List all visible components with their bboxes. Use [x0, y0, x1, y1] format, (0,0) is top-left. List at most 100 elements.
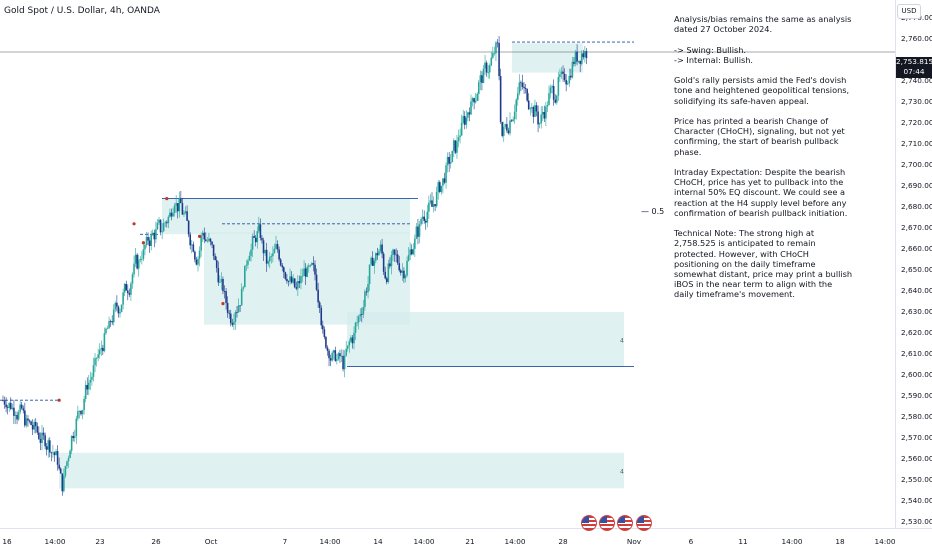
candle-body	[325, 336, 327, 348]
zone-label: 4	[620, 337, 624, 344]
candle-body	[16, 414, 18, 420]
candle-body	[237, 305, 240, 313]
candle-body	[487, 72, 489, 74]
candle-body	[412, 248, 415, 255]
price-axis[interactable]: 2,770.0002,760.0002,750.0002,740.0002,73…	[895, 0, 932, 528]
candle-body	[153, 232, 156, 240]
candle-body	[493, 53, 496, 55]
candle-body	[501, 121, 503, 136]
candle-body	[144, 244, 146, 250]
candle-body	[354, 322, 357, 333]
candle-body	[484, 62, 486, 69]
candle-body	[417, 226, 419, 237]
note-paragraph-2: Price has printed a bearish Change of Ch…	[674, 115, 845, 157]
candle-body	[395, 254, 397, 256]
candle-body	[67, 458, 70, 462]
candle-body	[34, 421, 37, 427]
candle-body	[527, 100, 530, 110]
candle-body	[343, 355, 346, 370]
candle-body	[323, 329, 326, 337]
price-tick-label: 2,740.000	[901, 76, 932, 85]
candle-body	[30, 421, 32, 425]
candle-body	[80, 410, 82, 415]
us-flag-icon[interactable]	[636, 515, 652, 531]
candle-body	[275, 244, 277, 249]
candle-body	[112, 309, 115, 323]
us-flag-icon[interactable]	[581, 515, 597, 531]
candle-body	[562, 71, 564, 74]
candle-body	[50, 452, 53, 454]
candle-body	[523, 86, 525, 88]
currency-button[interactable]: USD	[897, 4, 921, 19]
candle-body	[226, 302, 229, 313]
candle-body	[49, 440, 51, 453]
candle-body	[141, 258, 143, 260]
candle-body	[307, 265, 310, 268]
candle-body	[387, 263, 390, 283]
candle-body	[158, 219, 160, 223]
price-tick-label: 2,730.000	[901, 97, 932, 106]
candle-body	[245, 264, 248, 266]
candle-body	[512, 119, 514, 122]
candle-body	[286, 278, 288, 282]
candle-body	[548, 93, 550, 105]
price-tick-label: 2,530.000	[901, 517, 932, 526]
candle-body	[492, 53, 494, 58]
candle-body	[69, 450, 71, 459]
candle-body	[470, 101, 472, 115]
candle-body	[529, 108, 532, 110]
candle-body	[250, 249, 252, 256]
candle-body	[375, 253, 377, 261]
candle-body	[77, 411, 79, 419]
candle-body	[531, 107, 533, 109]
candle-body	[478, 82, 480, 94]
time-tick-label: 14:00	[504, 537, 526, 546]
candle-body	[315, 274, 318, 290]
candle-body	[5, 404, 7, 408]
candle-body	[312, 263, 315, 265]
us-flag-icon[interactable]	[617, 515, 633, 531]
us-flag-icon[interactable]	[599, 515, 615, 531]
candle-body	[134, 254, 137, 264]
candle-body	[10, 402, 12, 409]
time-tick-label: 6	[688, 537, 694, 546]
candle-body	[557, 77, 560, 96]
zone-box	[512, 43, 583, 73]
candle-body	[541, 112, 544, 115]
candle-body	[239, 305, 241, 307]
note-paragraph-4: Technical Note: The strong high at 2,758…	[674, 228, 853, 300]
zone-label: 4	[620, 469, 624, 476]
time-tick-label: 14:00	[413, 537, 435, 546]
price-chart[interactable]: 44	[0, 0, 895, 528]
price-tick-label: 2,650.000	[901, 265, 932, 274]
time-tick-label: 16	[2, 537, 12, 546]
candle-body	[84, 384, 87, 399]
candle-body	[83, 398, 85, 411]
candle-body	[24, 410, 26, 426]
candle-body	[283, 267, 285, 273]
candle-body	[116, 302, 118, 307]
time-axis[interactable]: 16 14:00 23 26 Oct 7 14:00 14 14:00 21 14:00 28 Nov 6…	[0, 528, 932, 551]
price-tick-label: 2,680.000	[901, 202, 932, 211]
candle-body	[258, 224, 260, 232]
candle-body	[162, 222, 165, 232]
price-tick-label: 2,670.000	[901, 223, 932, 232]
candle-body	[58, 464, 60, 469]
candle-body	[189, 234, 191, 246]
candle-body	[94, 358, 96, 366]
candle-body	[502, 126, 505, 136]
candle-body	[495, 42, 497, 54]
candle-body	[574, 51, 577, 64]
candle-body	[585, 51, 588, 59]
candle-body	[276, 244, 279, 250]
candle-body	[513, 111, 516, 120]
candle-body	[579, 60, 581, 64]
candle-body	[198, 250, 201, 259]
price-tick-label: 2,660.000	[901, 244, 932, 253]
candle-body	[139, 259, 142, 260]
candle-body	[376, 253, 379, 256]
candle-body	[42, 432, 45, 436]
candle-body	[119, 311, 121, 314]
candle-body	[565, 79, 567, 85]
